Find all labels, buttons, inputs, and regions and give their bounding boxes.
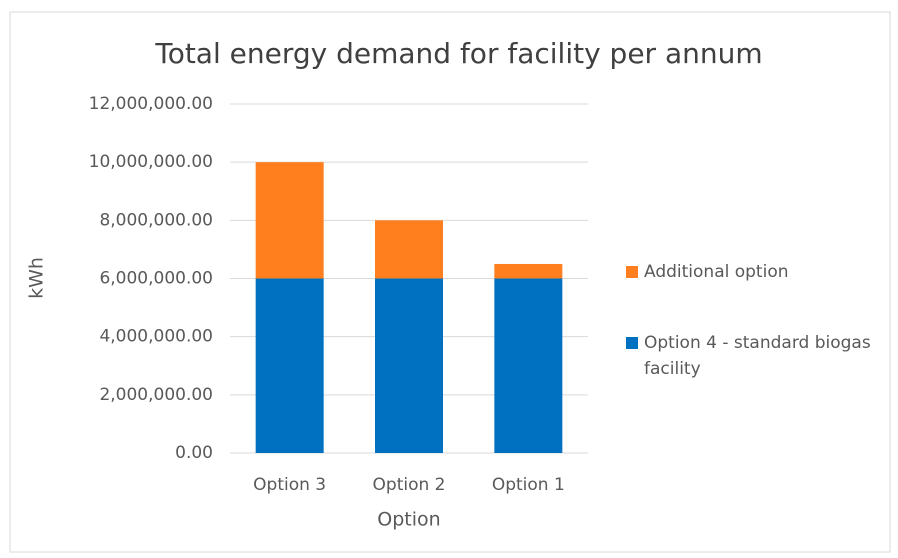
y-tick-label: 4,000,000.00 — [99, 327, 213, 347]
x-tick-label: Option 3 — [253, 475, 326, 495]
bar-segment — [494, 278, 563, 453]
y-tick-label: 12,000,000.00 — [89, 94, 213, 114]
y-tick-label: 8,000,000.00 — [99, 210, 213, 230]
chart-border — [9, 11, 891, 553]
bar-segment — [255, 162, 324, 279]
x-tick-label: Option 1 — [492, 475, 565, 495]
y-tick-label: 6,000,000.00 — [99, 269, 213, 289]
y-tick-label: 2,000,000.00 — [99, 385, 213, 405]
bar-segment — [375, 278, 443, 453]
legend-swatch — [626, 337, 638, 349]
x-axis-label: Option — [377, 509, 440, 531]
legend-swatch — [626, 266, 638, 278]
chart-title: Total energy demand for facility per ann… — [154, 37, 762, 70]
y-axis-label: kWh — [26, 257, 48, 299]
x-tick-label: Option 2 — [373, 475, 446, 495]
y-tick-label: 0.00 — [175, 443, 213, 463]
y-tick-label: 10,000,000.00 — [89, 152, 213, 172]
legend-label: Additional option — [644, 262, 789, 282]
bar-segment — [494, 263, 563, 279]
bar-segment — [255, 278, 324, 453]
bar-segment — [375, 220, 443, 279]
legend-label: Option 4 - standard biogas facility — [644, 333, 871, 379]
